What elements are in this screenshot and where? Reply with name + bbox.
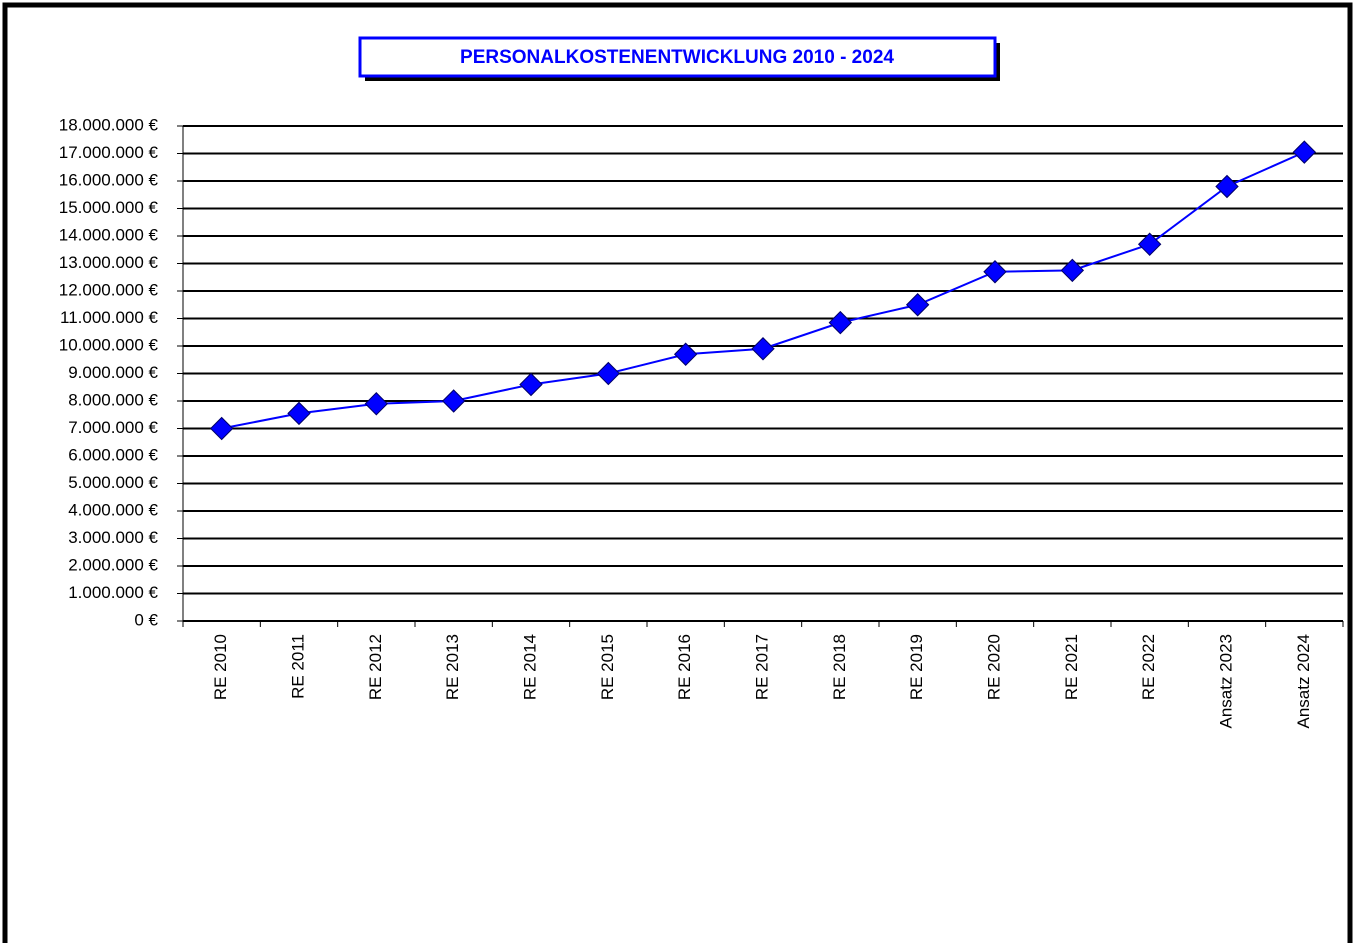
x-tick-label: Ansatz 2024	[1294, 634, 1313, 729]
data-point	[751, 337, 775, 361]
y-tick-label: 10.000.000 €	[59, 335, 159, 354]
y-tick-label: 18.000.000 €	[59, 115, 159, 134]
x-tick-label: RE 2011	[288, 634, 307, 699]
data-point	[519, 372, 543, 397]
y-tick-label: 0 €	[134, 610, 158, 629]
y-tick-label: 6.000.000 €	[68, 445, 158, 464]
y-tick-label: 9.000.000 €	[68, 363, 158, 382]
data-point	[287, 401, 311, 426]
y-tick-label: 2.000.000 €	[68, 555, 158, 574]
x-tick-label: RE 2022	[1139, 634, 1158, 700]
x-tick-label: RE 2013	[443, 634, 462, 700]
chart-title: PERSONALKOSTENENTWICKLUNG 2010 - 2024	[460, 47, 894, 68]
y-tick-label: 1.000.000 €	[68, 583, 158, 602]
x-tick-label: RE 2017	[752, 634, 771, 700]
y-tick-label: 11.000.000 €	[60, 308, 159, 327]
x-tick-label: RE 2010	[211, 634, 230, 700]
x-tick-label: RE 2020	[984, 634, 1003, 700]
x-tick-label: Ansatz 2023	[1216, 634, 1235, 729]
x-tick-label: RE 2021	[1062, 634, 1081, 700]
y-tick-label: 8.000.000 €	[68, 390, 158, 409]
data-point	[209, 416, 234, 441]
x-tick-label: RE 2018	[830, 634, 849, 700]
y-tick-label: 7.000.000 €	[68, 418, 158, 437]
x-tick-label: RE 2016	[675, 634, 694, 700]
data-point	[441, 389, 466, 413]
data-point	[673, 342, 698, 366]
x-tick-label: RE 2015	[598, 634, 617, 700]
title-box	[358, 36, 997, 78]
data-point	[1060, 258, 1085, 283]
y-tick-label: 13.000.000 €	[59, 253, 159, 272]
data-point	[1292, 140, 1317, 164]
data-point	[1137, 232, 1162, 256]
y-tick-label: 3.000.000 €	[68, 528, 158, 547]
y-tick-label: 17.000.000 €	[59, 143, 159, 162]
x-tick-label: RE 2012	[366, 634, 385, 700]
y-tick-label: 12.000.000 €	[59, 280, 159, 299]
y-tick-label: 4.000.000 €	[68, 500, 158, 519]
x-tick-label: RE 2014	[520, 634, 539, 700]
x-tick-label: RE 2019	[907, 634, 926, 700]
y-tick-label: 16.000.000 €	[59, 170, 159, 189]
data-point	[983, 260, 1007, 284]
data-point	[828, 310, 853, 335]
y-tick-label: 5.000.000 €	[68, 473, 158, 492]
data-point	[596, 361, 621, 386]
y-tick-label: 14.000.000 €	[59, 225, 159, 244]
data-point	[1215, 174, 1239, 199]
data-point	[364, 392, 389, 416]
data-point	[905, 293, 930, 317]
y-tick-label: 15.000.000 €	[59, 198, 159, 217]
